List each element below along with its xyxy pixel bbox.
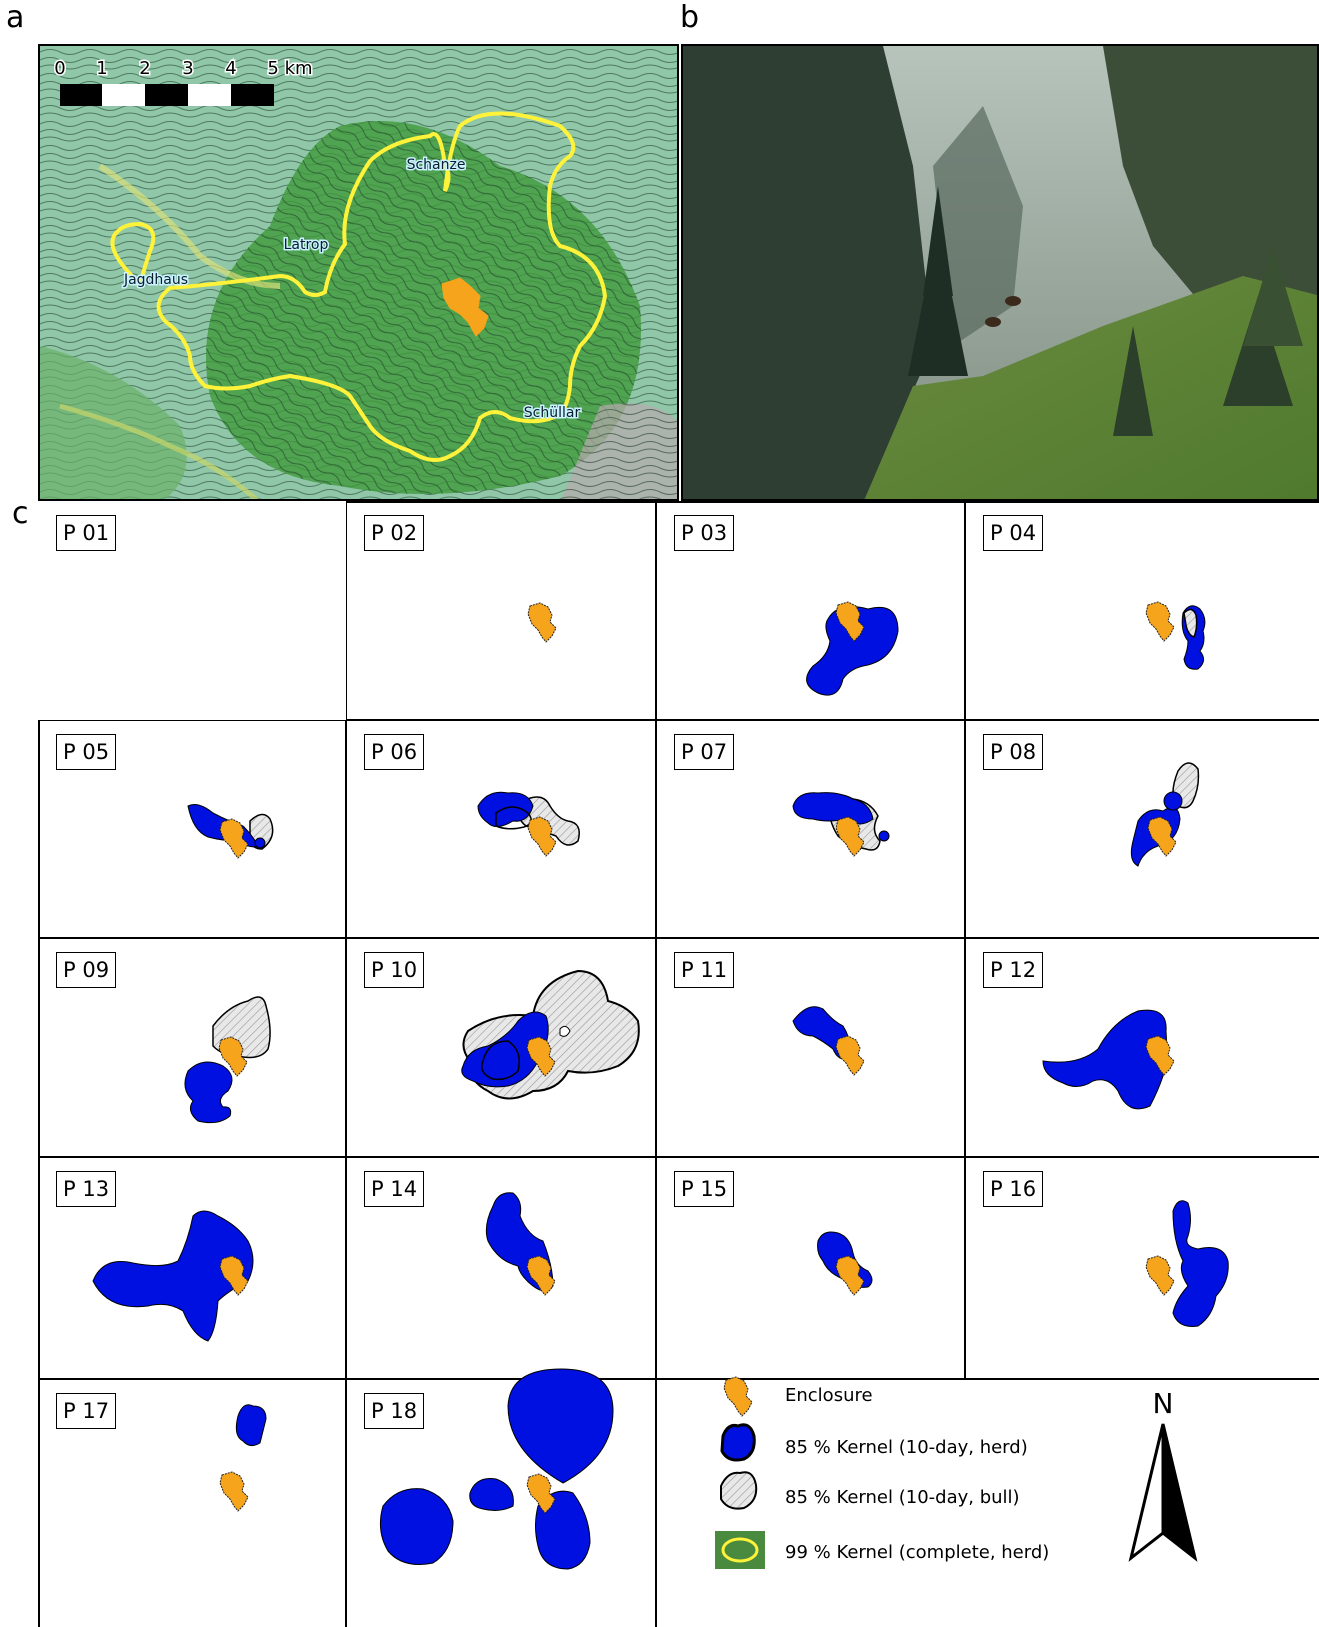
herd-kernel-shape <box>184 1061 233 1124</box>
photo-canvas <box>683 46 1317 499</box>
panel-label: P 11 <box>674 952 735 988</box>
herd-kernel-shape <box>477 791 534 827</box>
kernel-panel: P 16 <box>965 1157 1319 1379</box>
panel-label: P 14 <box>364 1171 425 1207</box>
kernel-panel: P 18 <box>346 1379 656 1627</box>
legend-enclosure-icon <box>723 1376 753 1417</box>
north-arrow-right <box>1161 1423 1198 1562</box>
panel-label: P 09 <box>56 952 117 988</box>
north-label: N <box>1153 1387 1174 1420</box>
kernel-panel: P 13 <box>38 1157 346 1379</box>
map-enclosure <box>441 277 489 337</box>
kernel-panel: P 02 <box>346 501 656 720</box>
panel-label: P 02 <box>364 515 425 551</box>
kernel-grid-canvas: Enclosure 85 % Kernel (10-day, herd) 85 … <box>38 501 1319 1627</box>
place-label-latrop: Latrop <box>284 237 329 253</box>
panel-label: P 15 <box>674 1171 735 1207</box>
kernel-panel: P 06 <box>346 720 656 938</box>
herd-kernel-shape <box>461 1011 549 1088</box>
legend-herd-icon <box>720 1423 756 1462</box>
legend: Enclosure 85 % Kernel (10-day, herd) 85 … <box>715 1376 1049 1569</box>
kernel-panel: P 01 <box>38 501 346 720</box>
panel-label: P 01 <box>56 515 117 551</box>
panel-label: P 05 <box>56 734 117 770</box>
panel-label: P 10 <box>364 952 425 988</box>
legend-complete-ellipse <box>721 1537 759 1563</box>
herd-kernel-shape <box>254 837 266 849</box>
north-arrow-left <box>1128 1423 1165 1562</box>
kernel-hole <box>559 1025 571 1037</box>
bull-kernel-shape <box>1183 608 1198 638</box>
north-arrow: N <box>1128 1387 1198 1562</box>
scale-tick-label: 0 <box>54 58 65 79</box>
panel-label: P 18 <box>364 1393 425 1429</box>
herd-kernel-shape <box>1042 1009 1168 1110</box>
kernel-panel: P 17 <box>38 1379 346 1627</box>
scale-tick-label: 1 <box>96 58 107 79</box>
legend-complete-label: 99 % Kernel (complete, herd) <box>785 1542 1049 1563</box>
herd-kernel-shape <box>507 1368 614 1484</box>
panel-letter-c: c <box>12 496 29 531</box>
legend-bull-label: 85 % Kernel (10-day, bull) <box>785 1487 1020 1508</box>
panel-label: P 04 <box>983 515 1044 551</box>
herd-kernel-shape <box>235 1404 267 1447</box>
kernel-panel: P 10 <box>346 938 656 1157</box>
panel-label: P 17 <box>56 1393 117 1429</box>
herd-kernel-shape <box>469 1478 514 1511</box>
bull-kernel-outline <box>481 1040 520 1081</box>
panel-letter-b: b <box>680 0 700 35</box>
herd-kernel-shape <box>806 606 899 696</box>
map-canvas: 0 1 2 3 4 5 km Schanze Latrop Jagdhaus S… <box>40 46 677 499</box>
kernel-panel-grid: Enclosure 85 % Kernel (10-day, herd) 85 … <box>38 501 1319 1627</box>
herd-kernel-shape <box>92 1210 254 1342</box>
kernel-panel: P 08 <box>965 720 1319 938</box>
legend-herd-label: 85 % Kernel (10-day, herd) <box>785 1437 1028 1458</box>
complete-kernel-outline <box>110 111 608 462</box>
herd-kernel-shape <box>535 1490 591 1570</box>
scale-tick-label: 3 <box>182 58 193 79</box>
topographic-map: 0 1 2 3 4 5 km Schanze Latrop Jagdhaus S… <box>38 44 679 501</box>
scale-tick-label: 2 <box>139 58 150 79</box>
place-label-schanze: Schanze <box>407 157 466 173</box>
panel-label: P 16 <box>983 1171 1044 1207</box>
legend-bull-icon <box>720 1471 758 1510</box>
herd-kernel-shape <box>1163 791 1183 811</box>
panel-label: P 13 <box>56 1171 117 1207</box>
scale-bar: 0 1 2 3 4 5 km <box>53 57 314 106</box>
kernel-panel: P 12 <box>965 938 1319 1157</box>
herd-kernel-shape <box>379 1488 454 1565</box>
kernel-panel: P 03 <box>656 501 965 720</box>
scale-tick-label: 4 <box>225 58 236 79</box>
kernel-panel: P 09 <box>38 938 346 1157</box>
landscape-photo <box>681 44 1319 501</box>
place-label-jagdhaus: Jagdhaus <box>123 272 188 288</box>
kernel-panel: P 14 <box>346 1157 656 1379</box>
kernel-panel: P 15 <box>656 1157 965 1379</box>
panel-label: P 06 <box>364 734 425 770</box>
herd-kernel-shape <box>1172 1200 1229 1327</box>
scale-tick-label: 5 km <box>267 58 312 79</box>
panel-label: P 07 <box>674 734 735 770</box>
herd-kernel-shape <box>878 830 890 842</box>
panel-label: P 12 <box>983 952 1044 988</box>
kernel-panel: P 07 <box>656 720 965 938</box>
place-label-schuellar: Schüllar <box>524 405 581 421</box>
herd-kernel-shape <box>792 792 874 825</box>
panel-letter-a: a <box>6 0 25 35</box>
panel-label: P 08 <box>983 734 1044 770</box>
legend-enclosure-label: Enclosure <box>785 1385 873 1406</box>
kernel-panel: P 11 <box>656 938 965 1157</box>
kernel-panel: P 05 <box>38 720 346 938</box>
panel-label: P 03 <box>674 515 735 551</box>
kernel-panel: P 04 <box>965 501 1319 720</box>
